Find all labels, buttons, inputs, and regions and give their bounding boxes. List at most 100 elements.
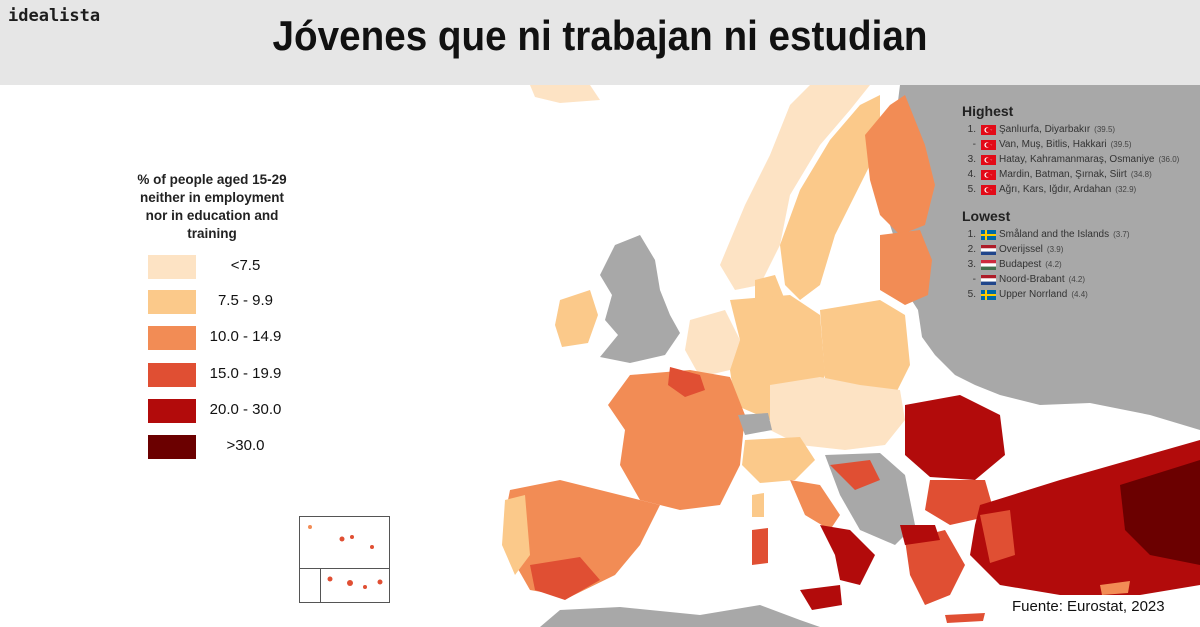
region-value: (4.4) <box>1071 290 1088 299</box>
rank-number: 5. <box>967 289 976 300</box>
region-crete <box>945 613 985 623</box>
legend-title: % of people aged 15-29 neither in employ… <box>112 171 312 243</box>
region-cyprus <box>1100 581 1130 595</box>
lowest-heading: Lowest <box>962 208 1011 224</box>
region-name: Overijssel (3.9) <box>999 244 1064 255</box>
region-name: Småland and the Islands (3.7) <box>999 229 1130 240</box>
legend-swatch <box>148 435 196 459</box>
page-title: Jóvenes que ni trabajan ni estudian <box>272 12 928 59</box>
legend-item: >30.0 <box>148 435 348 459</box>
region-france-north <box>668 367 705 397</box>
turkey-flag-icon <box>981 155 996 165</box>
region-name: Budapest (4.2) <box>999 259 1062 270</box>
legend-label: 20.0 - 30.0 <box>209 401 282 418</box>
legend-label: 15.0 - 19.9 <box>209 365 282 382</box>
region-name: Şanlıurfa, Diyarbakır (39.5) <box>999 124 1116 135</box>
region-croatia <box>830 460 880 490</box>
source-note: Fuente: Eurostat, 2023 <box>1012 598 1165 615</box>
region-iceland <box>530 85 600 103</box>
region-france <box>608 370 745 510</box>
legend-swatch <box>148 326 196 350</box>
region-greece-north <box>900 525 940 545</box>
region-name: Van, Muş, Bitlis, Hakkari (39.5) <box>999 139 1132 150</box>
legend-label: 10.0 - 14.9 <box>209 328 282 345</box>
turkey-flag-icon <box>981 140 996 150</box>
legend-label: 7.5 - 9.9 <box>217 292 274 309</box>
region-value: (36.0) <box>1158 155 1180 164</box>
rank-number: 5. <box>967 184 976 195</box>
lowest-item: - Noord-Brabant (4.2) <box>960 273 1200 288</box>
region-central <box>770 377 905 450</box>
region-sweden <box>780 95 880 300</box>
inset-divider-vertical <box>320 568 321 602</box>
region-switzerland <box>738 413 772 435</box>
region-sicily <box>800 585 842 610</box>
legend-label: <7.5 <box>230 257 261 274</box>
inset-islands <box>308 525 383 589</box>
legend-swatch <box>148 255 196 279</box>
region-uk <box>600 235 680 363</box>
region-finland <box>865 95 935 235</box>
region-value: (39.5) <box>1110 140 1132 149</box>
highest-item: 1. Şanlıurfa, Diyarbakır (39.5) <box>960 123 1200 138</box>
region-greece <box>905 530 965 605</box>
highest-list: 1. Şanlıurfa, Diyarbakır (39.5) - Van, Muş, … <box>960 123 1200 198</box>
map-area: % of people aged 15-29 neither in employ… <box>0 85 1200 627</box>
region-benelux <box>685 310 740 377</box>
rank-number: 3. <box>967 259 976 270</box>
legend-swatch <box>148 290 196 314</box>
hungary-flag-icon <box>981 260 996 270</box>
region-italy-north <box>742 437 815 483</box>
region-name: Noord-Brabant (4.2) <box>999 274 1086 285</box>
region-value: (3.7) <box>1113 230 1130 239</box>
legend-item: <7.5 <box>148 255 348 279</box>
region-norway <box>720 85 870 290</box>
region-portugal <box>502 495 530 575</box>
region-andalusia <box>530 557 600 600</box>
highest-heading: Highest <box>962 103 1014 119</box>
region-italy-central <box>790 480 840 530</box>
region-bulgaria <box>925 480 995 525</box>
region-baltics <box>880 230 932 305</box>
region-turkey-east <box>1120 460 1200 565</box>
turkey-flag-icon <box>981 185 996 195</box>
region-sardinia <box>752 528 768 565</box>
highest-item: 4. Mardin, Batman, Şırnak, Siirt (34.8) <box>960 168 1200 183</box>
highest-item: 5. Ağrı, Kars, Iğdır, Ardahan (32.9) <box>960 183 1200 198</box>
region-name: Mardin, Batman, Şırnak, Siirt (34.8) <box>999 169 1152 180</box>
region-romania <box>905 395 1005 480</box>
legend-item: 15.0 - 19.9 <box>148 363 348 387</box>
lowest-item: 3. Budapest (4.2) <box>960 258 1200 273</box>
rank-number: 2. <box>967 244 976 255</box>
legend-item: 20.0 - 30.0 <box>148 399 348 423</box>
highest-item: - Van, Muş, Bitlis, Hakkari (39.5) <box>960 138 1200 153</box>
lowest-item: 2. Overijssel (3.9) <box>960 243 1200 258</box>
rankings-panel: Highest 1. Şanlıurfa, Diyarbakır (39.5) - Va… <box>960 103 1200 303</box>
legend-item: 10.0 - 14.9 <box>148 326 348 350</box>
legend-title-line: neither in employment <box>139 190 285 205</box>
region-value: (32.9) <box>1115 185 1137 194</box>
rank-number: 1. <box>967 124 976 135</box>
region-value: (4.2) <box>1068 275 1086 284</box>
sweden-flag-icon <box>981 230 996 240</box>
legend-title-line: nor in education and <box>145 208 279 223</box>
region-italy-south <box>820 525 875 585</box>
rank-number: 4. <box>967 169 976 180</box>
netherlands-flag-icon <box>981 275 996 285</box>
rank-number: - <box>972 139 976 150</box>
turkey-flag-icon <box>981 125 996 135</box>
legend-swatch <box>148 399 196 423</box>
region-value: (3.9) <box>1046 245 1064 254</box>
lowest-list: 1. Småland and the Islands (3.7) 2. Overijss… <box>960 228 1200 303</box>
legend-title-line: % of people aged 15-29 <box>137 172 287 187</box>
brand-logo: idealista <box>8 6 101 26</box>
region-name: Upper Norrland (4.4) <box>999 289 1088 300</box>
inset-divider-horizontal <box>300 568 389 569</box>
netherlands-flag-icon <box>981 245 996 255</box>
highest-item: 3. Hatay, Kahramanmaraş, Osmaniye (36.0) <box>960 153 1200 168</box>
region-name: Ağrı, Kars, Iğdır, Ardahan (32.9) <box>999 184 1137 195</box>
lowest-item: 1. Småland and the Islands (3.7) <box>960 228 1200 243</box>
region-value: (4.2) <box>1045 260 1062 269</box>
legend-item: 7.5 - 9.9 <box>148 290 348 314</box>
canary-islands-inset <box>299 516 390 603</box>
